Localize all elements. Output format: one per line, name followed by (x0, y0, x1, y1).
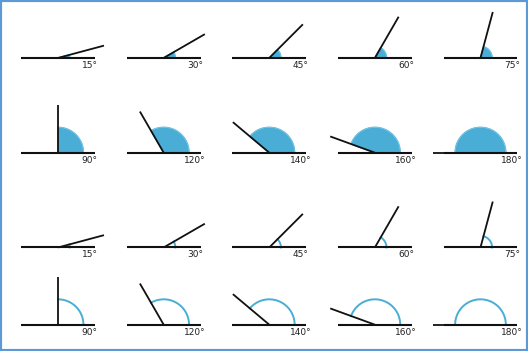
Text: 180°: 180° (501, 156, 523, 165)
Text: 120°: 120° (184, 156, 206, 165)
Text: 140°: 140° (290, 328, 312, 337)
Text: 15°: 15° (81, 61, 98, 70)
Polygon shape (455, 127, 506, 153)
Text: 30°: 30° (187, 251, 203, 259)
Text: 45°: 45° (293, 61, 309, 70)
Text: 140°: 140° (290, 156, 312, 165)
Text: 45°: 45° (293, 251, 309, 259)
Polygon shape (58, 55, 70, 58)
Text: 60°: 60° (398, 251, 414, 259)
Polygon shape (58, 127, 83, 153)
Text: 15°: 15° (81, 251, 98, 259)
Text: 30°: 30° (187, 61, 203, 70)
Text: 90°: 90° (81, 328, 98, 337)
Text: 90°: 90° (81, 156, 98, 165)
Polygon shape (375, 48, 386, 58)
Text: 160°: 160° (395, 156, 417, 165)
Text: 75°: 75° (504, 61, 520, 70)
Text: 120°: 120° (184, 328, 206, 337)
Text: 60°: 60° (398, 61, 414, 70)
Polygon shape (269, 50, 281, 58)
Text: 75°: 75° (504, 251, 520, 259)
Polygon shape (164, 52, 175, 58)
Polygon shape (250, 127, 295, 153)
Text: 180°: 180° (501, 328, 523, 337)
Polygon shape (480, 47, 492, 58)
Polygon shape (151, 127, 189, 153)
Text: 160°: 160° (395, 328, 417, 337)
Polygon shape (351, 127, 400, 153)
